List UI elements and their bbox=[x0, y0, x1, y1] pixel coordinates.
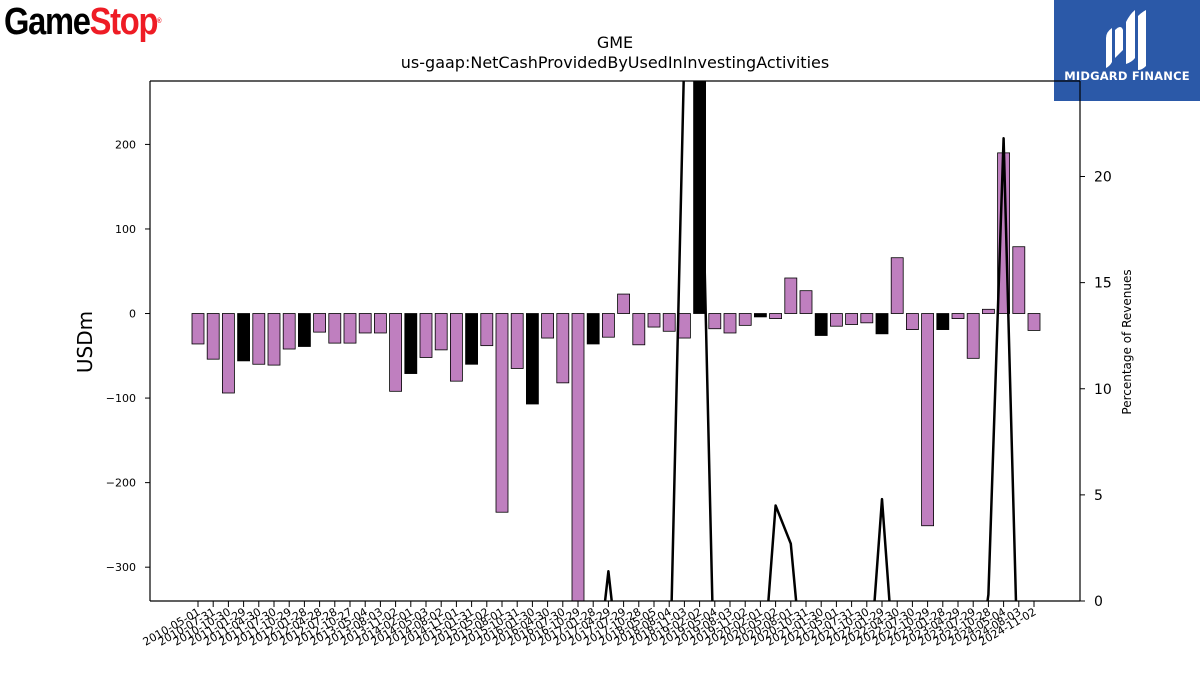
bar bbox=[602, 313, 615, 338]
y2-tick-label: 5 bbox=[1094, 488, 1103, 504]
bar bbox=[662, 313, 676, 332]
midgard-finance-logo: MIDGARD FINANCE bbox=[1054, 0, 1200, 101]
bar bbox=[343, 313, 357, 344]
bar-group bbox=[191, 81, 1041, 601]
bar bbox=[617, 293, 630, 314]
gamestop-logo: GameStop® bbox=[4, 1, 161, 43]
bar bbox=[678, 313, 691, 339]
x-axis: 2010-05-012010-07-312010-10-302011-01-29… bbox=[141, 80, 1080, 649]
y2-axis: 0 5 10 15 20 bbox=[1079, 81, 1112, 610]
bar bbox=[252, 313, 266, 365]
y-tick-label: 0 bbox=[129, 308, 136, 321]
bar bbox=[814, 313, 828, 336]
bar bbox=[389, 313, 403, 392]
pct-line bbox=[603, 81, 1018, 601]
bar bbox=[1012, 246, 1026, 314]
y2-tick-label: 20 bbox=[1094, 170, 1112, 186]
chart-title: GME bbox=[597, 33, 633, 52]
y2-tick-label: 15 bbox=[1094, 276, 1112, 292]
y-tick-label: 100 bbox=[115, 223, 136, 236]
chart-subtitle: us-gaap:NetCashProvidedByUsedInInvesting… bbox=[401, 53, 829, 72]
midgard-m-icon bbox=[1106, 10, 1146, 70]
bar bbox=[267, 313, 281, 366]
y-tick-label: 200 bbox=[115, 138, 136, 151]
bar bbox=[297, 313, 311, 347]
logo-registered-mark: ® bbox=[157, 18, 161, 25]
y-axis-label: USDm bbox=[73, 311, 97, 373]
bar bbox=[191, 313, 205, 345]
bar bbox=[571, 313, 585, 601]
y2-axis-label: Percentage of Revenues bbox=[1120, 269, 1134, 414]
bar bbox=[206, 313, 220, 360]
bar bbox=[890, 257, 904, 314]
bar bbox=[237, 313, 251, 362]
bar bbox=[951, 313, 965, 319]
bar bbox=[282, 313, 296, 350]
bar bbox=[419, 313, 433, 358]
bar bbox=[510, 313, 524, 369]
bar bbox=[404, 313, 418, 374]
bar bbox=[799, 290, 813, 314]
bar bbox=[1027, 313, 1041, 331]
bar bbox=[754, 313, 767, 318]
bar bbox=[845, 313, 858, 325]
bar bbox=[373, 313, 387, 334]
bar bbox=[708, 313, 722, 330]
bar bbox=[526, 313, 539, 405]
bar bbox=[784, 277, 798, 314]
bar bbox=[556, 313, 570, 384]
y2-tick-label: 0 bbox=[1094, 594, 1103, 610]
bar bbox=[313, 313, 327, 333]
bar bbox=[860, 313, 874, 324]
bar bbox=[966, 313, 980, 359]
logo-game-text: Game bbox=[4, 1, 91, 43]
bar bbox=[480, 313, 494, 347]
bar bbox=[936, 313, 950, 330]
y-axis: 200 100 0 −100 −200 −300 bbox=[106, 81, 151, 601]
pct-line-group bbox=[603, 81, 1018, 601]
bar bbox=[647, 313, 661, 328]
bar bbox=[328, 313, 342, 344]
bar bbox=[921, 313, 934, 527]
y-tick-label: −200 bbox=[106, 477, 136, 490]
bar bbox=[723, 313, 737, 334]
y-tick-label: −300 bbox=[106, 561, 136, 574]
y2-tick-label: 10 bbox=[1094, 382, 1112, 398]
logo-stop-text: Stop bbox=[89, 1, 159, 43]
bar bbox=[738, 313, 752, 326]
y-tick-label: −100 bbox=[106, 392, 136, 405]
midgard-finance-text: MIDGARD FINANCE bbox=[1064, 69, 1190, 83]
bar bbox=[541, 313, 554, 339]
bar bbox=[632, 313, 646, 346]
bar bbox=[906, 313, 919, 330]
bar bbox=[434, 313, 448, 351]
bar bbox=[586, 313, 600, 345]
bar bbox=[495, 313, 509, 513]
bar bbox=[875, 313, 889, 335]
bar bbox=[221, 313, 235, 394]
bar bbox=[358, 313, 372, 334]
bar bbox=[830, 313, 843, 327]
bar bbox=[449, 313, 463, 382]
bar bbox=[769, 313, 782, 319]
bar bbox=[982, 308, 995, 314]
bar bbox=[465, 313, 479, 365]
